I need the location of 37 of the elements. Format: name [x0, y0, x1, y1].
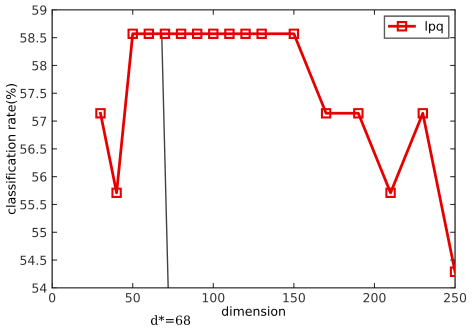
x-tick-label: 150	[283, 292, 305, 302]
text: d*=68	[150, 315, 190, 325]
point	[353, 108, 364, 118]
point	[224, 28, 235, 39]
point	[320, 108, 332, 118]
point	[144, 28, 154, 39]
point	[418, 108, 428, 118]
x-tick-label: 0	[48, 292, 56, 302]
y-tick-label: 58.5	[20, 33, 46, 43]
point	[288, 28, 300, 39]
y-tick-label: 55.5	[20, 200, 46, 210]
point	[111, 188, 122, 198]
y-tick-label: 56.5	[20, 144, 46, 154]
y-tick-label: 54.5	[20, 256, 46, 265]
point	[160, 28, 170, 39]
point	[176, 28, 186, 39]
point	[208, 28, 219, 39]
y-tick-label: 56	[32, 172, 46, 182]
x-tick-label: 200	[363, 292, 386, 302]
point	[192, 28, 202, 39]
y-tick-label: 57.5	[20, 88, 46, 98]
y-axis-title: classification rate(%)	[6, 84, 18, 214]
x-axis-title: dimension	[222, 306, 285, 316]
point	[385, 188, 396, 198]
x-tick-label: 50	[126, 292, 140, 302]
y-tick-label: 55	[32, 228, 46, 238]
point	[256, 28, 267, 39]
x-tick-label: 100	[202, 292, 224, 302]
x-tick-label: 250	[444, 292, 466, 302]
y-tick-label: 54	[32, 284, 47, 293]
y-tick-label: 59	[32, 5, 46, 15]
legend-label: lpq	[426, 21, 443, 34]
y-tick-label: 57	[32, 116, 46, 126]
point	[128, 28, 138, 39]
point	[240, 28, 251, 39]
point	[95, 108, 106, 118]
y-tick-label: 58	[32, 60, 46, 70]
